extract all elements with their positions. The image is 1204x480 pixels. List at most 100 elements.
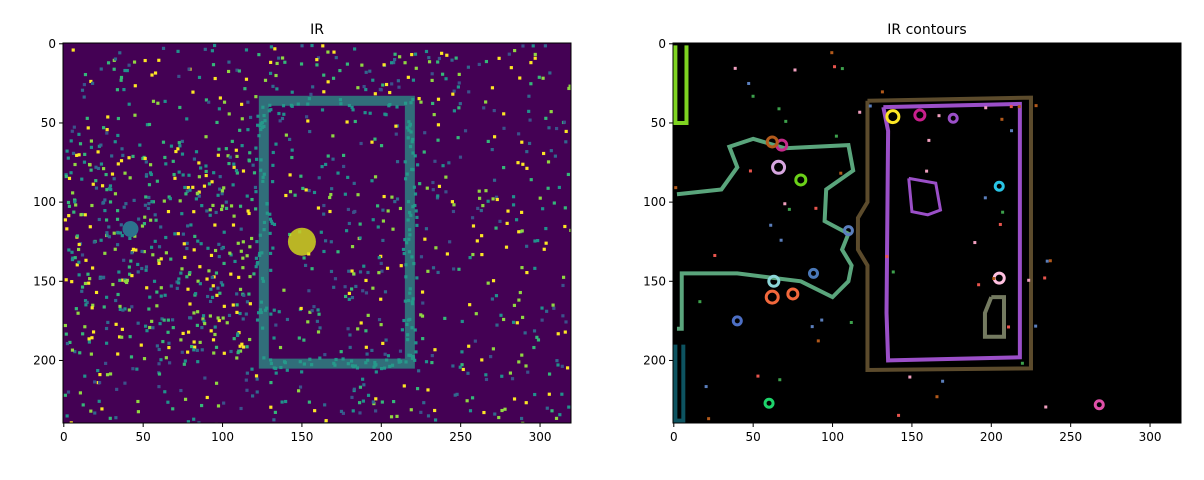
image-pixel [430,72,434,76]
image-pixel [269,312,273,316]
image-pixel [239,227,243,231]
image-pixel [63,218,67,222]
image-pixel [254,207,258,211]
image-pixel [91,330,96,334]
image-pixel [274,323,278,327]
image-pixel [144,195,148,199]
image-pixel [205,277,209,281]
image-pixel [127,102,131,106]
image-pixel [486,199,490,203]
y-tick-label: 200 [643,353,666,367]
image-pixel [271,163,275,167]
image-pixel [441,164,445,168]
image-pixel [181,232,185,236]
image-pixel [232,337,236,341]
image-pixel [227,60,231,64]
image-pixel [372,402,376,406]
image-pixel [113,247,117,251]
image-pixel [533,392,537,397]
image-pixel [331,134,335,138]
image-pixel [273,47,277,51]
image-pixel [89,79,93,84]
contour-speck [840,67,844,71]
image-pixel [137,217,141,221]
image-pixel [521,315,525,319]
image-pixel [90,203,94,208]
image-pixel [246,100,250,104]
image-pixel [315,63,319,67]
image-pixel [179,338,183,342]
image-pixel [419,313,423,317]
image-pixel [536,338,541,342]
image-pixel [543,44,547,48]
image-pixel [288,190,293,194]
image-pixel [90,336,94,340]
image-pixel [316,56,321,60]
image-pixel [273,410,277,414]
image-pixel [396,79,400,83]
image-pixel [563,224,567,229]
image-pixel [93,380,97,384]
image-pixel [80,289,84,293]
image-pixel [490,86,495,90]
contour-speck [880,90,884,94]
image-pixel [150,200,154,204]
image-pixel [201,317,205,321]
image-pixel [247,159,252,163]
image-pixel [122,88,126,92]
image-pixel [67,214,71,218]
image-pixel [365,352,369,356]
image-pixel [482,410,486,415]
contour-blob [786,287,800,301]
image-pixel [364,345,368,349]
image-pixel [395,160,400,164]
image-pixel [86,126,90,130]
image-pixel [352,387,356,391]
image-pixel [564,129,568,134]
image-pixel [171,159,175,163]
image-pixel [512,397,517,401]
image-pixel [567,405,571,409]
image-pixel [96,166,101,171]
image-pixel [212,275,216,279]
image-pixel [158,322,162,326]
image-pixel [493,412,497,416]
image-pixel [157,347,161,352]
image-pixel [499,313,503,317]
image-pixel [345,62,350,66]
image-pixel [156,101,160,105]
image-pixel [364,291,369,295]
image-pixel [373,137,377,141]
image-pixel [195,191,199,195]
image-pixel [290,90,294,94]
image-pixel [136,270,140,274]
image-pixel [380,269,384,273]
image-pixel [422,150,426,154]
image-pixel [431,188,435,192]
image-pixel [250,236,254,241]
image-pixel [436,270,440,275]
image-pixel [94,179,98,183]
image-pixel [293,193,297,197]
image-pixel [229,349,233,354]
image-pixel [561,314,565,318]
image-pixel [80,253,85,257]
image-pixel [465,399,469,403]
contour-speck [925,169,929,173]
contour [855,95,1033,372]
image-pixel [227,161,231,166]
image-pixel [444,175,448,179]
image-pixel [280,56,285,60]
image-pixel [228,155,232,159]
contour-speck [733,66,737,70]
image-pixel [99,238,103,242]
image-pixel [196,239,200,243]
image-pixel [181,173,185,177]
image-pixel [183,397,188,401]
image-pixel [272,222,277,227]
image-pixel [191,185,195,189]
x-tick-label: 0 [60,430,68,444]
image-pixel [201,314,206,318]
image-pixel [452,109,456,113]
image-pixel [168,197,172,201]
